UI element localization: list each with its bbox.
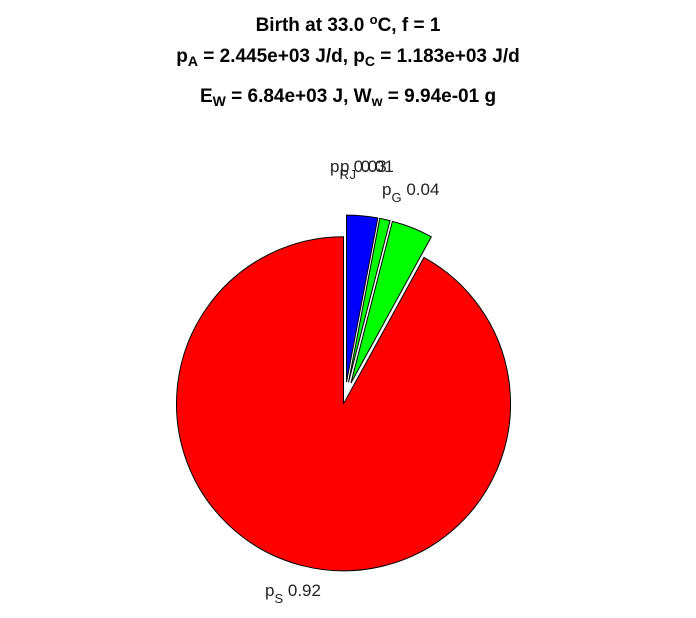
chart-title-line-1: Birth at 33.0 oC, f = 1	[255, 12, 441, 36]
slice-label-pR: pR 0.03	[330, 157, 387, 182]
pie-slices	[176, 214, 511, 572]
pie-slice-pG	[350, 220, 433, 384]
slice-label-pG: pG 0.04	[382, 180, 439, 205]
chart-title-line-2: pA = 2.445e+03 J/d, pC = 1.183e+03 J/d	[176, 46, 520, 69]
slice-label-pS: pS 0.92	[265, 581, 321, 606]
pie-slice-pR	[346, 214, 379, 383]
slice-label-pJ: pJ 0.01	[340, 157, 394, 182]
pie-slice-pJ	[347, 217, 391, 383]
pie-slice-pS	[176, 236, 511, 572]
chart-title-line-3: EW = 6.84e+03 J, Ww = 9.94e-01 g	[199, 86, 497, 109]
